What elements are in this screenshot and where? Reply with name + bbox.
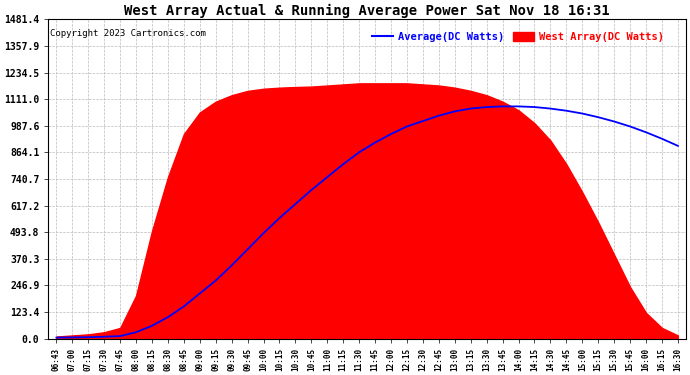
Text: Copyright 2023 Cartronics.com: Copyright 2023 Cartronics.com xyxy=(50,29,206,38)
Title: West Array Actual & Running Average Power Sat Nov 18 16:31: West Array Actual & Running Average Powe… xyxy=(124,4,610,18)
Legend: Average(DC Watts), West Array(DC Watts): Average(DC Watts), West Array(DC Watts) xyxy=(368,28,668,46)
